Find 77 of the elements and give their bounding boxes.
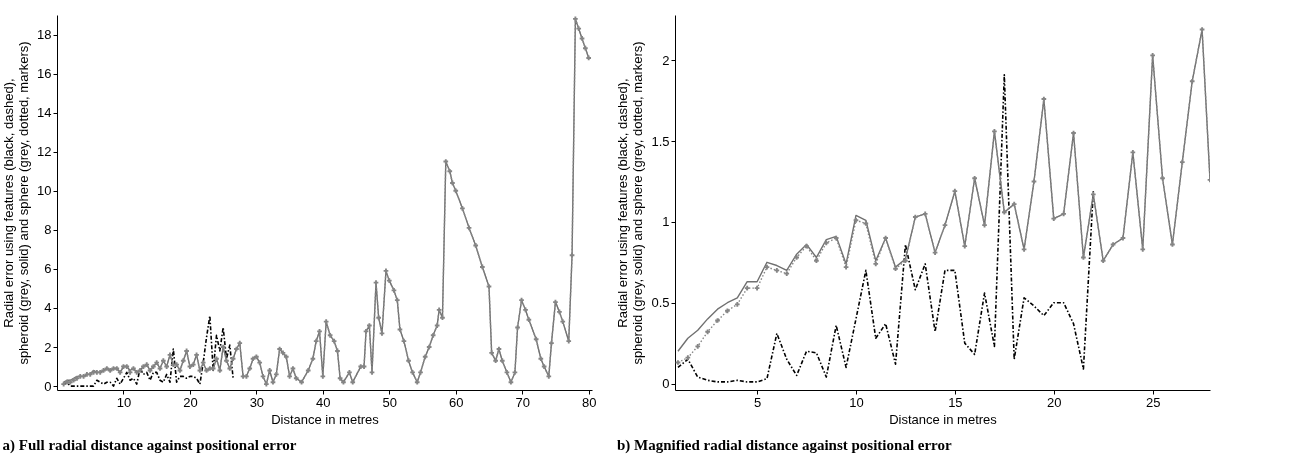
point bbox=[784, 271, 790, 276]
point bbox=[843, 264, 849, 270]
y-tick-label: 1 bbox=[662, 214, 670, 230]
point bbox=[833, 235, 839, 241]
x-axis-title: Distance in metres bbox=[271, 411, 380, 427]
point bbox=[705, 329, 710, 335]
x-tick-label: 20 bbox=[183, 394, 198, 410]
point bbox=[1061, 211, 1066, 217]
point bbox=[1160, 175, 1165, 181]
point bbox=[992, 129, 997, 134]
point bbox=[814, 258, 819, 264]
point bbox=[1100, 258, 1106, 264]
y-axis-title: Radial error using features (black, dashed), spheroid (grey, solid) and sphere (grey, dotted, markers) bbox=[1, 41, 32, 365]
y-tick-label: 18 bbox=[37, 27, 52, 43]
x-tick-label: 10 bbox=[116, 394, 132, 410]
x-tick-label: 10 bbox=[849, 394, 864, 410]
point bbox=[823, 240, 829, 246]
point bbox=[794, 255, 799, 260]
y-tick-label: 10 bbox=[37, 183, 52, 199]
y-tick-label: 16 bbox=[37, 66, 52, 82]
point bbox=[932, 250, 938, 255]
point bbox=[1081, 255, 1086, 260]
point bbox=[883, 235, 888, 241]
x-tick-label: 15 bbox=[948, 394, 963, 410]
point bbox=[922, 211, 928, 217]
point bbox=[744, 285, 750, 291]
point bbox=[1090, 192, 1096, 197]
point bbox=[1179, 159, 1185, 165]
y-tick-label: 2 bbox=[662, 52, 670, 68]
y-tick-label: 0.5 bbox=[651, 295, 670, 311]
point bbox=[1051, 216, 1057, 222]
point bbox=[1130, 150, 1136, 155]
point bbox=[1189, 78, 1195, 84]
x-axis-title: Distance in metres bbox=[889, 411, 998, 427]
point bbox=[1021, 247, 1027, 252]
point bbox=[695, 344, 701, 349]
point bbox=[952, 188, 958, 194]
y-tick-label: 2 bbox=[44, 339, 52, 355]
point bbox=[1011, 201, 1017, 207]
point bbox=[685, 355, 691, 361]
point bbox=[1150, 53, 1155, 58]
y-tick-label: 6 bbox=[44, 261, 52, 277]
y-tick-label: 0 bbox=[44, 378, 52, 394]
point bbox=[1170, 242, 1175, 247]
text: b) Magnified radial distance against positional error bbox=[616, 437, 952, 454]
x-tick-label: 25 bbox=[1145, 394, 1161, 410]
x-tick-label: 30 bbox=[249, 394, 265, 410]
point bbox=[893, 266, 898, 272]
point bbox=[972, 175, 977, 181]
y-tick-label: 1.5 bbox=[651, 133, 670, 149]
x-tick-label: 60 bbox=[449, 394, 464, 410]
y-tick-label: 8 bbox=[44, 222, 52, 238]
point bbox=[1140, 247, 1146, 252]
point bbox=[764, 264, 770, 270]
x-tick-label: 40 bbox=[316, 394, 331, 410]
point bbox=[725, 308, 730, 314]
y-tick-label: 14 bbox=[37, 105, 52, 121]
point bbox=[754, 285, 760, 291]
x-tick-label: 70 bbox=[515, 394, 530, 410]
point bbox=[774, 268, 780, 273]
y-tick-label: 12 bbox=[37, 144, 52, 160]
point bbox=[1001, 209, 1007, 215]
point bbox=[734, 301, 740, 307]
point bbox=[912, 214, 918, 220]
line-series bbox=[677, 74, 1095, 383]
x-tick-label: 5 bbox=[753, 394, 762, 410]
x-tick-label: 50 bbox=[382, 394, 398, 410]
x-tick-label: 80 bbox=[581, 394, 597, 410]
point bbox=[873, 261, 879, 267]
y-tick-label: 0 bbox=[662, 376, 670, 392]
x-tick-label: 20 bbox=[1047, 394, 1062, 410]
y-axis-title: Radial error using features (black, dashed), spheroid (grey, solid) and sphere (grey, dotted, markers) bbox=[615, 41, 646, 365]
point bbox=[853, 217, 859, 223]
y-tick-label: 4 bbox=[44, 300, 52, 316]
point bbox=[962, 243, 968, 249]
text: a) Full radial distance against positional error bbox=[2, 437, 297, 454]
point bbox=[903, 258, 908, 264]
